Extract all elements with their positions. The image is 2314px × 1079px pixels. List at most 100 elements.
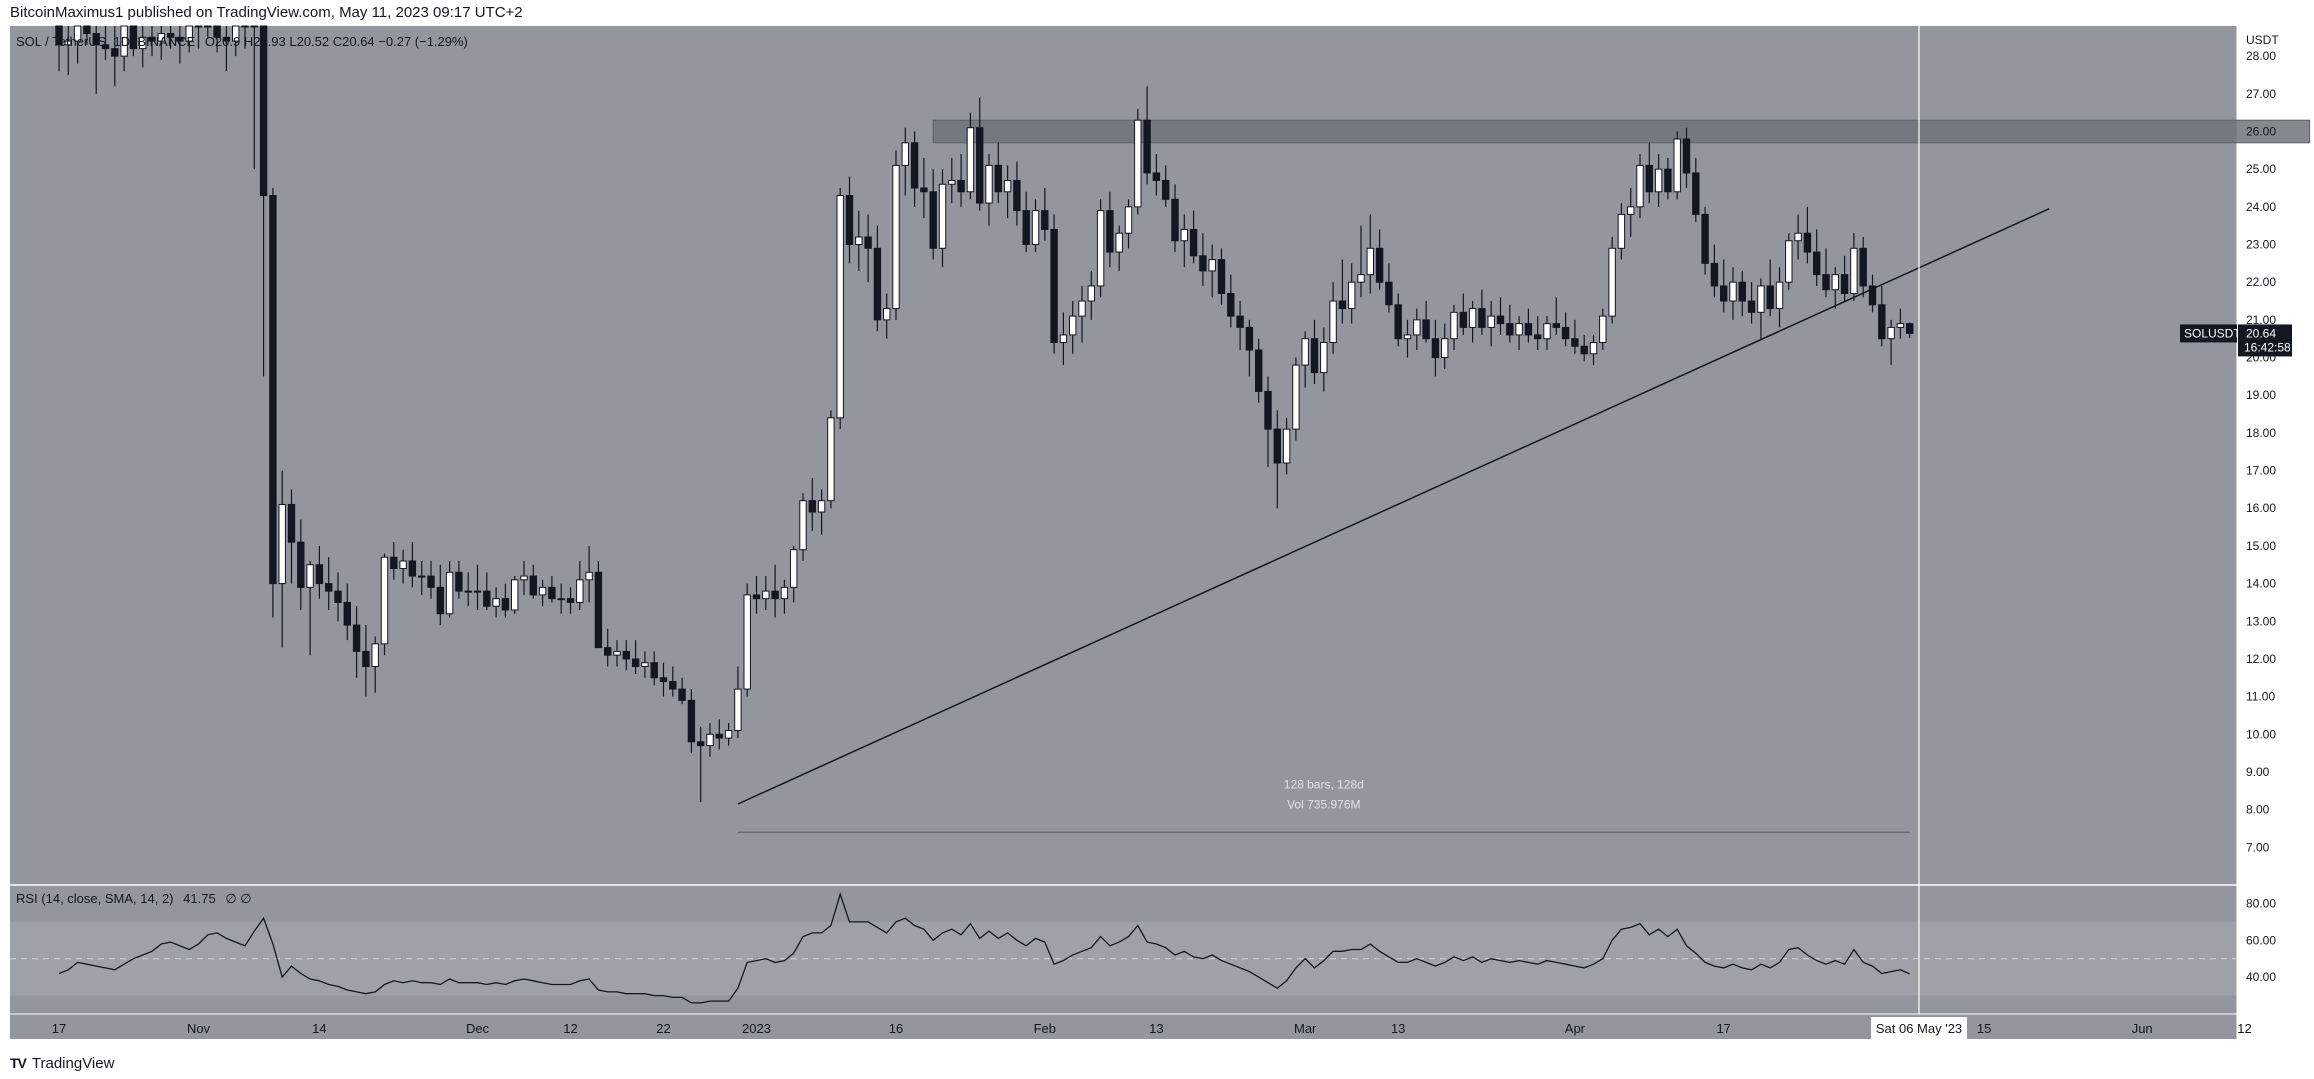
candle	[1431, 319, 1440, 377]
candle	[1729, 267, 1737, 320]
candle	[706, 722, 714, 757]
candle-body	[1552, 323, 1560, 328]
candle-body	[213, 25, 221, 38]
candle-body	[1134, 119, 1142, 208]
candle-body	[1896, 323, 1905, 328]
candle	[390, 542, 398, 580]
candle-body	[650, 662, 658, 679]
candle-body	[352, 624, 361, 652]
candle-body	[1803, 232, 1812, 253]
candle	[1115, 225, 1123, 271]
candle-body	[1050, 228, 1058, 343]
time-tick-label: 17	[1716, 1021, 1730, 1036]
candle-body	[1487, 315, 1495, 328]
candle	[1385, 263, 1393, 313]
candle	[1450, 304, 1458, 351]
candle	[613, 640, 621, 667]
candle-body	[343, 601, 352, 626]
candle-body	[706, 733, 714, 747]
candle-body	[678, 688, 686, 701]
candle-body	[1422, 319, 1430, 340]
candle	[315, 545, 324, 599]
candle-body	[1031, 210, 1040, 246]
candle-body	[771, 590, 779, 600]
candle	[250, 25, 259, 170]
candle	[1255, 338, 1263, 403]
rsi-axis-ticks[interactable]: 80.00 60.00 40.00	[2246, 896, 2276, 984]
candle	[241, 25, 249, 49]
candle	[1896, 308, 1905, 339]
candle-body	[1171, 198, 1179, 242]
candle	[418, 560, 426, 595]
candle-body	[1868, 285, 1877, 306]
candle-body	[511, 579, 519, 611]
candle-body	[827, 417, 835, 502]
time-axis-ticks[interactable]: 17 Nov 14 Dec 12 22 2023 16 Feb 13 Mar 13 Apr 17 15 Jun…	[52, 1021, 2252, 1036]
candle-body	[55, 25, 63, 46]
publish-info: BitcoinMaximus1 published on TradingView…	[10, 4, 523, 21]
price-tick-label: 10.00	[2246, 727, 2276, 741]
candle	[966, 112, 975, 200]
candle	[269, 188, 277, 618]
candle	[1766, 259, 1774, 317]
candle	[511, 576, 519, 614]
candle	[855, 210, 863, 271]
rsi-extra: ∅ ∅	[225, 891, 251, 906]
candle	[790, 545, 798, 603]
candle-body	[73, 25, 82, 42]
candle	[1059, 312, 1068, 366]
candle-body	[1227, 292, 1235, 317]
candle	[1887, 319, 1895, 366]
candle	[948, 157, 956, 204]
candle	[1069, 301, 1077, 354]
candle-body	[845, 195, 854, 246]
candle-body	[371, 643, 379, 667]
candle	[687, 689, 696, 754]
candle	[1394, 293, 1402, 347]
candle	[362, 625, 370, 697]
tradingview-wordmark[interactable]: TradingView	[31, 1054, 115, 1072]
candle	[492, 587, 500, 618]
candle-body	[1162, 179, 1170, 200]
candle	[259, 25, 268, 377]
candle-body	[1906, 323, 1914, 334]
candle-body	[836, 195, 844, 419]
candle-body	[1189, 228, 1198, 257]
candle-body	[278, 503, 286, 585]
candle-body	[1208, 259, 1216, 272]
candle-body	[1329, 300, 1337, 343]
candle-body	[957, 179, 965, 193]
candle	[817, 489, 826, 535]
candle	[473, 564, 482, 610]
candle-body	[1859, 247, 1867, 287]
candle-body	[1143, 119, 1151, 174]
candle-body	[613, 650, 621, 656]
candle	[1050, 214, 1058, 354]
candle	[1096, 199, 1105, 298]
candle	[1682, 127, 1691, 189]
time-tick-label: Apr	[1565, 1021, 1586, 1036]
candle-body	[734, 688, 742, 732]
candle-body	[185, 25, 193, 42]
candle	[352, 606, 361, 678]
candle-body	[1840, 274, 1849, 294]
tradingview-logo-icon[interactable]: TV	[10, 1055, 27, 1071]
candle-body	[548, 586, 556, 600]
candle-body	[808, 500, 816, 513]
price-tick-label: 8.00	[2246, 803, 2270, 817]
candle	[1775, 267, 1784, 328]
candle-body	[1887, 326, 1895, 340]
candle-body	[1496, 315, 1505, 325]
candle-body	[1813, 251, 1821, 276]
candle	[1757, 278, 1765, 339]
candle	[1747, 282, 1756, 324]
price-tick-label: 22.00	[2246, 275, 2276, 289]
candle	[111, 26, 119, 87]
candle-body	[436, 586, 445, 615]
candle-body	[129, 25, 138, 50]
candle	[845, 176, 854, 264]
candle	[334, 572, 342, 622]
price-axis-ticks[interactable]: 28.00 27.00 26.00 25.00 24.00 23.00 22.00 21.00…	[2246, 49, 2276, 854]
candle	[297, 519, 305, 610]
